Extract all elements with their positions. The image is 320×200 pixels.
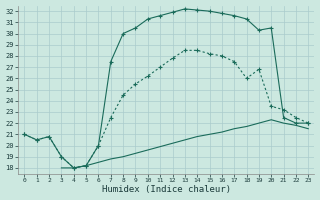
X-axis label: Humidex (Indice chaleur): Humidex (Indice chaleur) <box>102 185 231 194</box>
